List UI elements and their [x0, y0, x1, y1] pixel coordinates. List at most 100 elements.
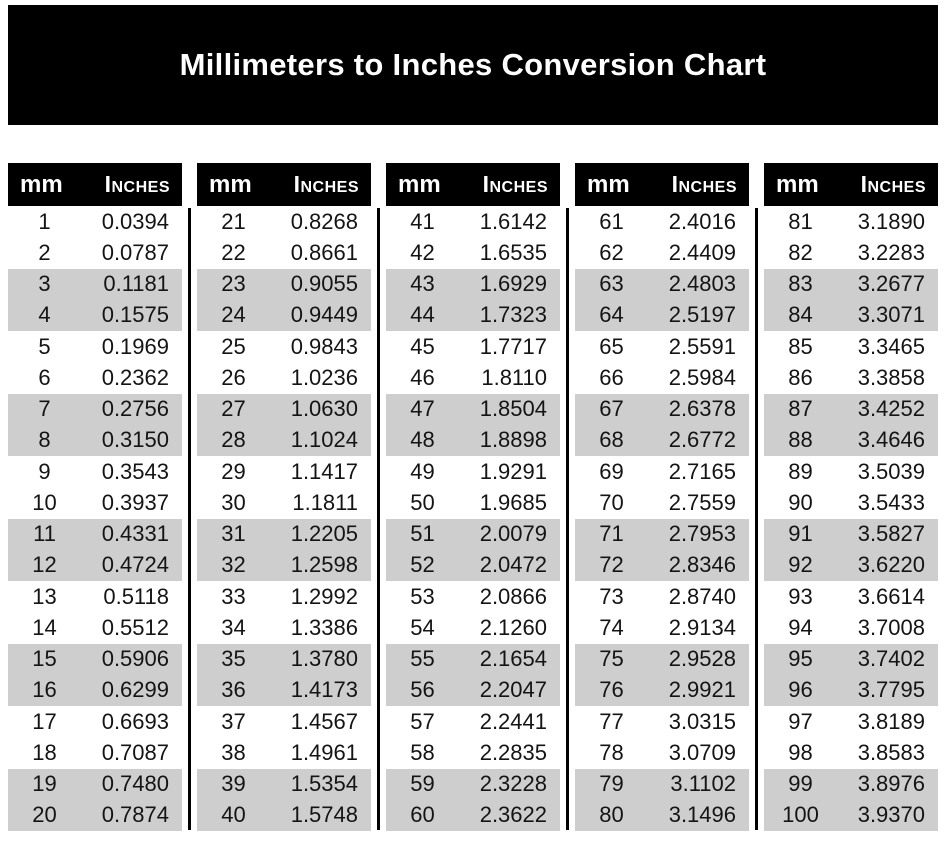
inches-value: 2.2047 [479, 677, 547, 703]
table-row: 56 2.2047 [386, 674, 560, 706]
table-row: 51 2.0079 [386, 518, 560, 550]
inches-value: 1.8504 [479, 396, 547, 422]
table-row: 53 2.0866 [386, 581, 560, 612]
mm-value: 74 [599, 614, 624, 640]
mm-value: 17 [32, 708, 57, 734]
table-row: 80 3.1496 [575, 799, 749, 831]
mm-value: 82 [788, 239, 813, 265]
table-row: 39 1.5354 [197, 768, 371, 800]
mm-value: 40 [221, 802, 246, 828]
table-row: 43 1.6929 [386, 268, 560, 300]
table-row: 65 2.5591 [575, 331, 749, 362]
inches-value: 1.1417 [290, 458, 358, 484]
mm-value: 21 [221, 208, 246, 234]
mm-value: 39 [221, 771, 246, 797]
mm-value: 19 [32, 771, 57, 797]
mm-value: 20 [32, 802, 57, 828]
inches-value: 1.5748 [290, 802, 358, 828]
table-row: 19 0.7480 [8, 768, 182, 800]
table-row: 50 1.9685 [386, 487, 560, 518]
inches-value: 0.4331 [101, 521, 169, 547]
inches-value: 2.2441 [479, 708, 547, 734]
inches-value: 2.3622 [479, 802, 547, 828]
mm-value: 95 [788, 646, 813, 672]
mm-value: 57 [410, 708, 435, 734]
table-row: 4 0.1575 [8, 299, 182, 331]
inches-value: 3.5827 [857, 521, 925, 547]
inches-value: 3.4252 [857, 396, 925, 422]
inches-value: 1.2598 [290, 552, 358, 578]
inches-value: 0.1575 [101, 302, 169, 328]
mm-value: 23 [221, 271, 246, 297]
table-row: 15 0.5906 [8, 643, 182, 675]
mm-column-header: mm [209, 170, 252, 198]
inches-column-header: Inches [671, 171, 737, 197]
inches-value: 1.8110 [481, 364, 547, 390]
inches-value: 0.9449 [290, 302, 358, 328]
inches-value: 0.7480 [101, 771, 169, 797]
inches-value: 2.5197 [668, 302, 736, 328]
table-row: 49 1.9291 [386, 456, 560, 487]
inches-value: 3.4646 [857, 427, 925, 453]
inches-value: 0.8661 [290, 239, 358, 265]
inches-value: 3.0315 [668, 708, 736, 734]
mm-value: 71 [599, 521, 624, 547]
mm-value: 65 [599, 333, 624, 359]
table-header: mm Inches [764, 163, 938, 206]
inches-value: 2.7559 [668, 489, 736, 515]
inches-value: 0.9055 [290, 271, 358, 297]
mm-value: 35 [221, 646, 246, 672]
inches-value: 1.1811 [292, 489, 358, 515]
table-row: 9 0.3543 [8, 456, 182, 487]
table-row: 62 2.4409 [575, 237, 749, 268]
inches-value: 3.8976 [857, 771, 925, 797]
table-row: 54 2.1260 [386, 612, 560, 643]
table-row: 46 1.8110 [386, 362, 560, 393]
table-row: 31 1.2205 [197, 518, 371, 550]
table-row: 52 2.0472 [386, 549, 560, 581]
table-row: 26 1.0236 [197, 362, 371, 393]
inches-value: 3.9370 [857, 802, 925, 828]
conversion-table-21-40: mm Inches 21 0.8268 22 0.8661 23 0.9055 … [197, 163, 371, 831]
mm-value: 26 [221, 364, 246, 390]
table-row: 25 0.9843 [197, 331, 371, 362]
table-row: 81 3.1890 [764, 206, 938, 237]
mm-value: 49 [410, 458, 435, 484]
inches-value: 0.3937 [101, 489, 169, 515]
table-row: 78 3.0709 [575, 737, 749, 768]
inches-value: 2.5591 [668, 333, 736, 359]
table-row: 91 3.5827 [764, 518, 938, 550]
mm-value: 73 [599, 583, 624, 609]
table-row: 2 0.0787 [8, 237, 182, 268]
table-row: 35 1.3780 [197, 643, 371, 675]
mm-value: 12 [32, 552, 57, 578]
mm-value: 10 [32, 489, 57, 515]
table-row: 59 2.3228 [386, 768, 560, 800]
inches-value: 3.5433 [857, 489, 925, 515]
tables-area: mm Inches 1 0.0394 2 0.0787 3 0.1181 4 0… [8, 163, 938, 831]
inches-value: 2.8346 [668, 552, 736, 578]
inches-value: 2.1654 [479, 646, 547, 672]
mm-value: 64 [599, 302, 624, 328]
table-row: 10 0.3937 [8, 487, 182, 518]
inches-value: 3.3071 [857, 302, 925, 328]
table-row: 94 3.7008 [764, 612, 938, 643]
table-row: 33 1.2992 [197, 581, 371, 612]
table-row: 36 1.4173 [197, 674, 371, 706]
inches-value: 3.1890 [857, 208, 925, 234]
inches-value: 1.4567 [290, 708, 358, 734]
inches-value: 2.0866 [479, 583, 547, 609]
table-row: 70 2.7559 [575, 487, 749, 518]
inches-value: 2.9528 [668, 646, 736, 672]
table-row: 87 3.4252 [764, 393, 938, 425]
table-row: 96 3.7795 [764, 674, 938, 706]
inches-value: 2.7953 [668, 521, 736, 547]
inches-value: 2.7165 [668, 458, 736, 484]
inches-value: 2.8740 [668, 583, 736, 609]
inches-value: 0.6299 [101, 677, 169, 703]
mm-value: 33 [221, 583, 246, 609]
table-row: 11 0.4331 [8, 518, 182, 550]
inches-value: 1.8898 [479, 427, 547, 453]
mm-value: 28 [221, 427, 246, 453]
